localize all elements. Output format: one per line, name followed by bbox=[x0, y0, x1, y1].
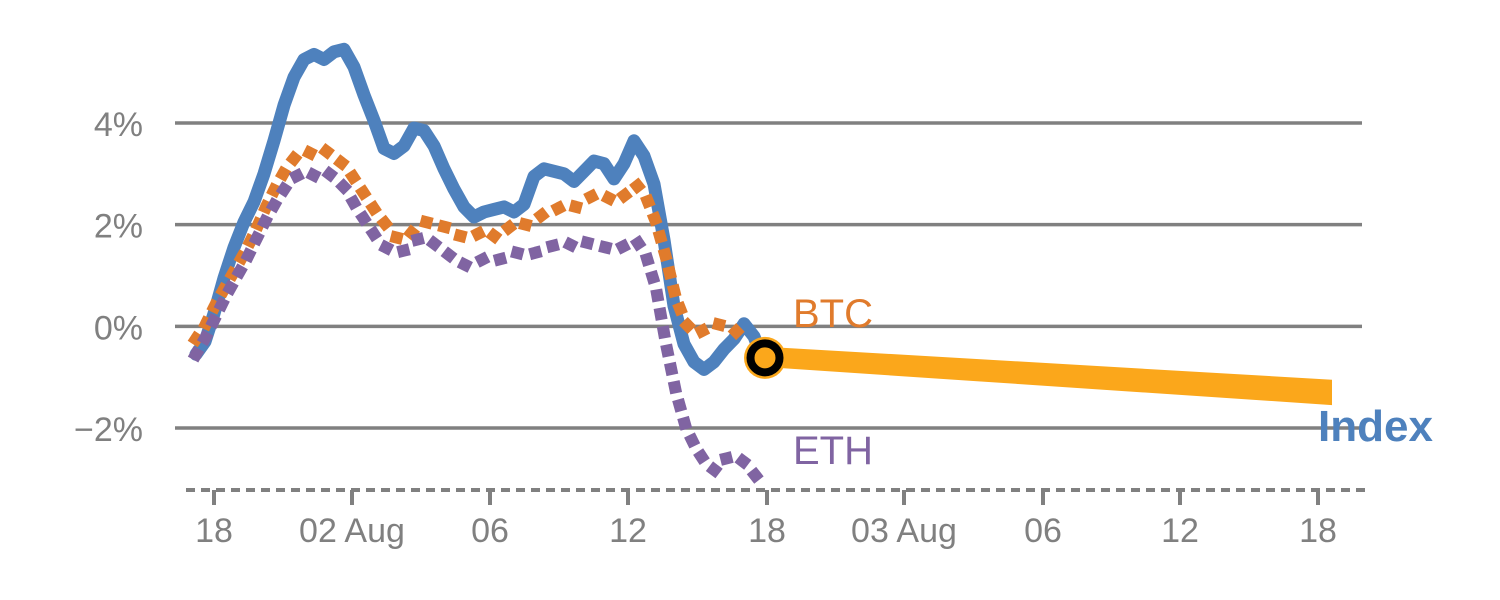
gridlines-group bbox=[175, 121, 1362, 430]
data-series-group bbox=[187, 42, 771, 485]
y-tick-label: 2% bbox=[94, 208, 143, 246]
x-tick-label: 06 bbox=[471, 512, 509, 550]
x-tick-label: 06 bbox=[1024, 512, 1062, 550]
current-value-marker[interactable] bbox=[744, 336, 786, 379]
series-line-index bbox=[189, 42, 771, 376]
series-label-eth: ETH bbox=[793, 429, 873, 473]
y-tick-label: 0% bbox=[94, 309, 143, 347]
x-tick-label: 02 Aug bbox=[299, 512, 405, 550]
series-labels-group: Index BTC ETH bbox=[793, 292, 1433, 473]
y-tick-label: −2% bbox=[74, 411, 143, 449]
x-tick-label: 12 bbox=[1161, 512, 1199, 550]
x-tick-label: 03 Aug bbox=[851, 512, 957, 550]
y-axis-tick-labels: 4% 2% 0% −2% bbox=[74, 106, 143, 449]
series-line-btc bbox=[187, 145, 755, 351]
x-tick-label: 12 bbox=[609, 512, 647, 550]
x-tick-label: 18 bbox=[1299, 512, 1337, 550]
btc-projection-band bbox=[765, 346, 1332, 406]
x-tick-label: 18 bbox=[195, 512, 233, 550]
x-axis-ticks bbox=[212, 490, 1320, 505]
y-tick-label: 4% bbox=[94, 106, 143, 144]
series-label-btc: BTC bbox=[793, 292, 873, 336]
x-tick-label: 18 bbox=[748, 512, 786, 550]
series-label-index: Index bbox=[1318, 402, 1433, 451]
projection-band bbox=[765, 346, 1332, 406]
marker-ring[interactable] bbox=[746, 339, 784, 377]
x-axis-tick-labels: 18 02 Aug 06 12 18 03 Aug 06 12 18 bbox=[195, 512, 1337, 550]
